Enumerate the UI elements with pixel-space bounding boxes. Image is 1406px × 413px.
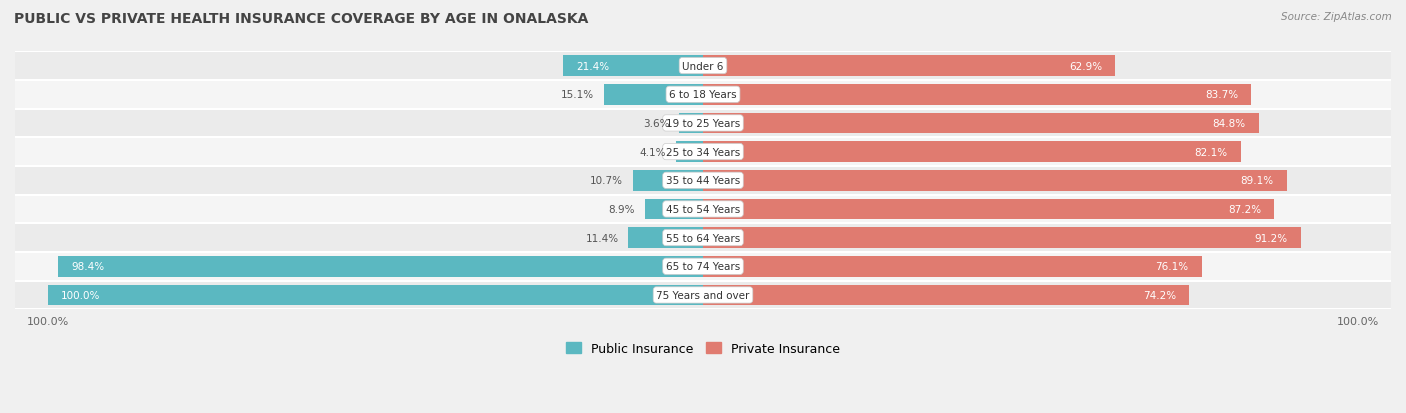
Bar: [628, 228, 703, 248]
Text: Under 6: Under 6: [682, 62, 724, 71]
Bar: [15, 138, 1391, 166]
Bar: [15, 52, 1391, 81]
Text: 6 to 18 Years: 6 to 18 Years: [669, 90, 737, 100]
Text: 89.1%: 89.1%: [1240, 176, 1274, 186]
Text: 10.7%: 10.7%: [591, 176, 623, 186]
Text: 15.1%: 15.1%: [561, 90, 595, 100]
Text: 8.9%: 8.9%: [609, 204, 636, 214]
Text: 82.1%: 82.1%: [1195, 147, 1227, 157]
Legend: Public Insurance, Private Insurance: Public Insurance, Private Insurance: [561, 337, 845, 360]
Text: 74.2%: 74.2%: [1143, 290, 1175, 300]
Bar: [15, 166, 1391, 195]
Text: PUBLIC VS PRIVATE HEALTH INSURANCE COVERAGE BY AGE IN ONALASKA: PUBLIC VS PRIVATE HEALTH INSURANCE COVER…: [14, 12, 589, 26]
Text: 21.4%: 21.4%: [576, 62, 609, 71]
Bar: [15, 224, 1391, 252]
Bar: [48, 285, 703, 306]
Bar: [703, 142, 1241, 163]
Text: 98.4%: 98.4%: [72, 262, 104, 272]
Bar: [679, 113, 703, 134]
Bar: [562, 56, 703, 77]
Bar: [645, 199, 703, 220]
Bar: [58, 256, 703, 277]
Bar: [703, 228, 1301, 248]
Bar: [605, 85, 703, 105]
Text: 25 to 34 Years: 25 to 34 Years: [666, 147, 740, 157]
Text: 91.2%: 91.2%: [1254, 233, 1288, 243]
Bar: [15, 195, 1391, 224]
Text: 11.4%: 11.4%: [585, 233, 619, 243]
Text: 100.0%: 100.0%: [60, 290, 100, 300]
Text: 65 to 74 Years: 65 to 74 Years: [666, 262, 740, 272]
Text: 4.1%: 4.1%: [640, 147, 666, 157]
Text: 87.2%: 87.2%: [1227, 204, 1261, 214]
Bar: [703, 199, 1274, 220]
Bar: [703, 113, 1258, 134]
Bar: [15, 109, 1391, 138]
Bar: [703, 85, 1251, 105]
Text: 3.6%: 3.6%: [643, 119, 669, 128]
Bar: [703, 285, 1189, 306]
Text: 62.9%: 62.9%: [1069, 62, 1102, 71]
Text: 84.8%: 84.8%: [1212, 119, 1246, 128]
Bar: [703, 171, 1286, 191]
Bar: [15, 252, 1391, 281]
Text: 45 to 54 Years: 45 to 54 Years: [666, 204, 740, 214]
Bar: [676, 142, 703, 163]
Bar: [703, 56, 1115, 77]
Text: 75 Years and over: 75 Years and over: [657, 290, 749, 300]
Text: 35 to 44 Years: 35 to 44 Years: [666, 176, 740, 186]
Bar: [15, 81, 1391, 109]
Text: Source: ZipAtlas.com: Source: ZipAtlas.com: [1281, 12, 1392, 22]
Text: 76.1%: 76.1%: [1156, 262, 1188, 272]
Text: 55 to 64 Years: 55 to 64 Years: [666, 233, 740, 243]
Bar: [703, 256, 1202, 277]
Text: 83.7%: 83.7%: [1205, 90, 1239, 100]
Text: 19 to 25 Years: 19 to 25 Years: [666, 119, 740, 128]
Bar: [633, 171, 703, 191]
Bar: [15, 281, 1391, 309]
